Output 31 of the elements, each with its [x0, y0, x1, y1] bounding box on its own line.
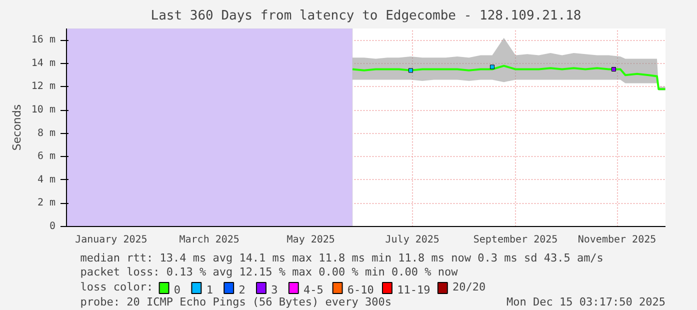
x-tick-label: March 2025	[179, 234, 240, 246]
line-series	[351, 64, 666, 90]
text: probe: 20 ICMP Echo Pings (56 Bytes) every 300s	[80, 296, 392, 308]
y-tick-label: 2 m	[37, 198, 56, 209]
y-axis-title: Seconds	[10, 104, 24, 151]
legend-label: 3	[271, 284, 278, 296]
x-tick-label: November 2025	[578, 234, 656, 246]
legend-label: 1	[206, 284, 213, 296]
y-tick-label: 10 m	[31, 104, 56, 116]
legend-title: loss color:	[80, 280, 154, 294]
y-tick-label: 8 m	[37, 128, 56, 139]
legend-label: 0	[174, 284, 181, 296]
x-tick-label: September 2025	[473, 234, 558, 246]
x-tick-label: January 2025	[75, 234, 148, 246]
legend-label: 11-19	[397, 284, 430, 296]
y-tick-label: 16 m	[31, 34, 56, 46]
text: median rtt: 13.4 ms avg 14.1 ms max 11.8 ms min 11.8 ms now 0.3 ms sd 43.5 am/s	[80, 252, 604, 264]
legend-label: 2	[238, 284, 246, 296]
chart-title: Last 360 Days from latency to Edgecombe - 128.109.21.18	[150, 8, 582, 24]
y-tick-label: 12 m	[31, 81, 56, 92]
y-tick-label: 6 m	[37, 151, 56, 162]
y-tick-label: 4 m	[37, 174, 56, 186]
y-tick-label: 0	[49, 221, 56, 232]
x-tick-label: May 2025	[286, 234, 335, 246]
x-tick-label: July 2025	[385, 234, 440, 246]
text: packet loss: 0.13 % avg 12.15 % max 0.00 % min 0.00 % now	[80, 266, 458, 278]
y-tick-label: 14 m	[31, 58, 56, 69]
legend-label: 4-5	[304, 284, 324, 296]
legend-label: 6-10	[347, 284, 374, 296]
legend-label: 20/20	[452, 280, 486, 294]
text: Mon Dec 15 03:17:50 2025	[506, 296, 666, 308]
